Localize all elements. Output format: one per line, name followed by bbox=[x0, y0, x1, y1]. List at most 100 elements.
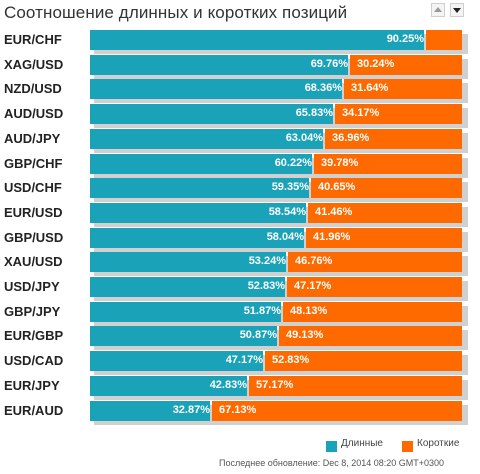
bar-track: 52.83% 47.17% bbox=[90, 277, 468, 301]
bar-short bbox=[279, 326, 462, 347]
data-label-long: 60.22% bbox=[274, 156, 312, 169]
last-updated-text: Последнее обновление: Dec 8, 2014 08:20 … bbox=[219, 458, 445, 468]
category-label: EUR/AUD bbox=[4, 402, 64, 418]
category-label: GBP/USD bbox=[4, 229, 64, 245]
bar-long bbox=[90, 326, 277, 347]
data-label-long: 59.35% bbox=[271, 181, 309, 194]
data-label-long: 42.83% bbox=[209, 378, 247, 391]
category-label: XAG/USD bbox=[4, 56, 64, 72]
bar-track: 58.54% 41.46% bbox=[90, 202, 468, 227]
bar-long bbox=[90, 277, 285, 297]
bar-row: AUD/JPY 63.04% 36.96% bbox=[0, 128, 480, 153]
data-label-short: 30.24% bbox=[357, 57, 395, 70]
data-label-long: 51.87% bbox=[243, 304, 281, 317]
bar-row: EUR/CHF 90.25% bbox=[0, 30, 480, 54]
data-label-long: 90.25% bbox=[386, 33, 424, 45]
bar-long bbox=[90, 79, 342, 100]
bar-row: USD/CHF 59.35% 40.65% bbox=[0, 178, 480, 203]
category-label: XAU/USD bbox=[4, 254, 63, 270]
bar-long bbox=[90, 400, 210, 421]
bar-long bbox=[90, 104, 333, 125]
chart-title: Соотношение длинных и коротких позиций bbox=[4, 3, 348, 22]
category-label: AUD/JPY bbox=[4, 130, 61, 146]
legend-swatch-long bbox=[326, 441, 337, 452]
category-label: GBP/JPY bbox=[4, 303, 61, 319]
bar-track: 69.76% 30.24% bbox=[90, 54, 468, 79]
category-label: USD/CHF bbox=[4, 180, 62, 196]
bar-track: 65.83% 34.17% bbox=[90, 104, 468, 129]
bar-long bbox=[90, 54, 348, 75]
bar-short bbox=[212, 400, 462, 421]
bar-track: 58.04% 41.96% bbox=[90, 227, 468, 252]
data-label-long: 50.87% bbox=[239, 329, 277, 342]
bar-row: EUR/USD 58.54% 41.46% bbox=[0, 202, 480, 227]
legend-swatch-short bbox=[402, 441, 413, 452]
bar-long bbox=[90, 227, 304, 248]
bar-row: EUR/GBP 50.87% 49.13% bbox=[0, 326, 480, 351]
category-label: EUR/CHF bbox=[4, 32, 62, 47]
bar-short bbox=[426, 30, 462, 50]
data-label-long: 47.17% bbox=[225, 354, 263, 367]
bar-row: USD/JPY 52.83% 47.17% bbox=[0, 277, 480, 301]
bar-short bbox=[308, 202, 462, 223]
data-label-long: 58.54% bbox=[268, 205, 306, 218]
data-label-short: 41.46% bbox=[315, 205, 353, 218]
data-label-short: 36.96% bbox=[332, 131, 370, 144]
bar-row: XAG/USD 69.76% 30.24% bbox=[0, 54, 480, 79]
data-label-long: 68.36% bbox=[304, 82, 342, 95]
sort-asc-icon[interactable] bbox=[431, 3, 445, 17]
data-label-short: 48.13% bbox=[290, 304, 328, 317]
bar-short bbox=[306, 227, 462, 248]
bar-track: 47.17% 52.83% bbox=[90, 351, 468, 376]
category-label: EUR/USD bbox=[4, 204, 63, 220]
bar-short bbox=[344, 79, 462, 100]
bar-long bbox=[90, 351, 263, 372]
data-label-short: 34.17% bbox=[342, 107, 380, 120]
bar-row: EUR/AUD 32.87% 67.13% bbox=[0, 400, 480, 425]
bar-row: NZD/USD 68.36% 31.64% bbox=[0, 79, 480, 104]
data-label-short: 67.13% bbox=[219, 403, 257, 416]
bar-long bbox=[90, 128, 323, 149]
bar-track: 59.35% 40.65% bbox=[90, 178, 468, 203]
bar-row: GBP/CHF 60.22% 39.78% bbox=[0, 153, 480, 178]
data-label-long: 69.76% bbox=[310, 57, 348, 70]
data-label-long: 65.83% bbox=[295, 107, 333, 120]
bar-row: AUD/USD 65.83% 34.17% bbox=[0, 104, 480, 129]
bar-long bbox=[90, 202, 306, 223]
bar-short bbox=[325, 128, 462, 149]
data-label-short: 41.96% bbox=[313, 230, 351, 243]
bar-track: 68.36% 31.64% bbox=[90, 79, 468, 104]
data-label-short: 31.64% bbox=[351, 82, 389, 95]
bar-short bbox=[249, 375, 462, 396]
bar-short bbox=[265, 351, 462, 372]
bar-track: 51.87% 48.13% bbox=[90, 301, 468, 326]
data-label-short: 40.65% bbox=[318, 181, 356, 194]
bar-short bbox=[335, 104, 462, 125]
category-label: USD/CAD bbox=[4, 353, 64, 369]
bar-short bbox=[314, 153, 462, 174]
category-label: EUR/JPY bbox=[4, 377, 60, 393]
data-label-short: 47.17% bbox=[294, 280, 332, 292]
data-label-short: 52.83% bbox=[272, 354, 310, 367]
bar-row: GBP/USD 58.04% 41.96% bbox=[0, 227, 480, 252]
data-label-short: 39.78% bbox=[321, 156, 359, 169]
bar-track: 60.22% 39.78% bbox=[90, 153, 468, 178]
data-label-short: 49.13% bbox=[286, 329, 324, 342]
bar-long bbox=[90, 153, 312, 174]
bar-track: 63.04% 36.96% bbox=[90, 128, 468, 153]
bar-track: 42.83% 57.17% bbox=[90, 375, 468, 400]
bar-short bbox=[288, 252, 462, 273]
category-label: NZD/USD bbox=[4, 81, 62, 97]
category-label: AUD/USD bbox=[4, 106, 64, 122]
bar-long bbox=[90, 178, 309, 199]
category-label: GBP/CHF bbox=[4, 155, 63, 171]
data-label-long: 32.87% bbox=[172, 403, 210, 416]
bar-short bbox=[287, 277, 462, 297]
bar-row: EUR/JPY 42.83% 57.17% bbox=[0, 375, 480, 400]
bar-track: 32.87% 67.13% bbox=[90, 400, 468, 425]
sort-desc-icon[interactable] bbox=[450, 3, 464, 17]
data-label-long: 52.83% bbox=[247, 280, 285, 292]
bar-short bbox=[311, 178, 462, 199]
legend-label-long: Длинные bbox=[341, 438, 383, 449]
bar-long bbox=[90, 252, 286, 273]
